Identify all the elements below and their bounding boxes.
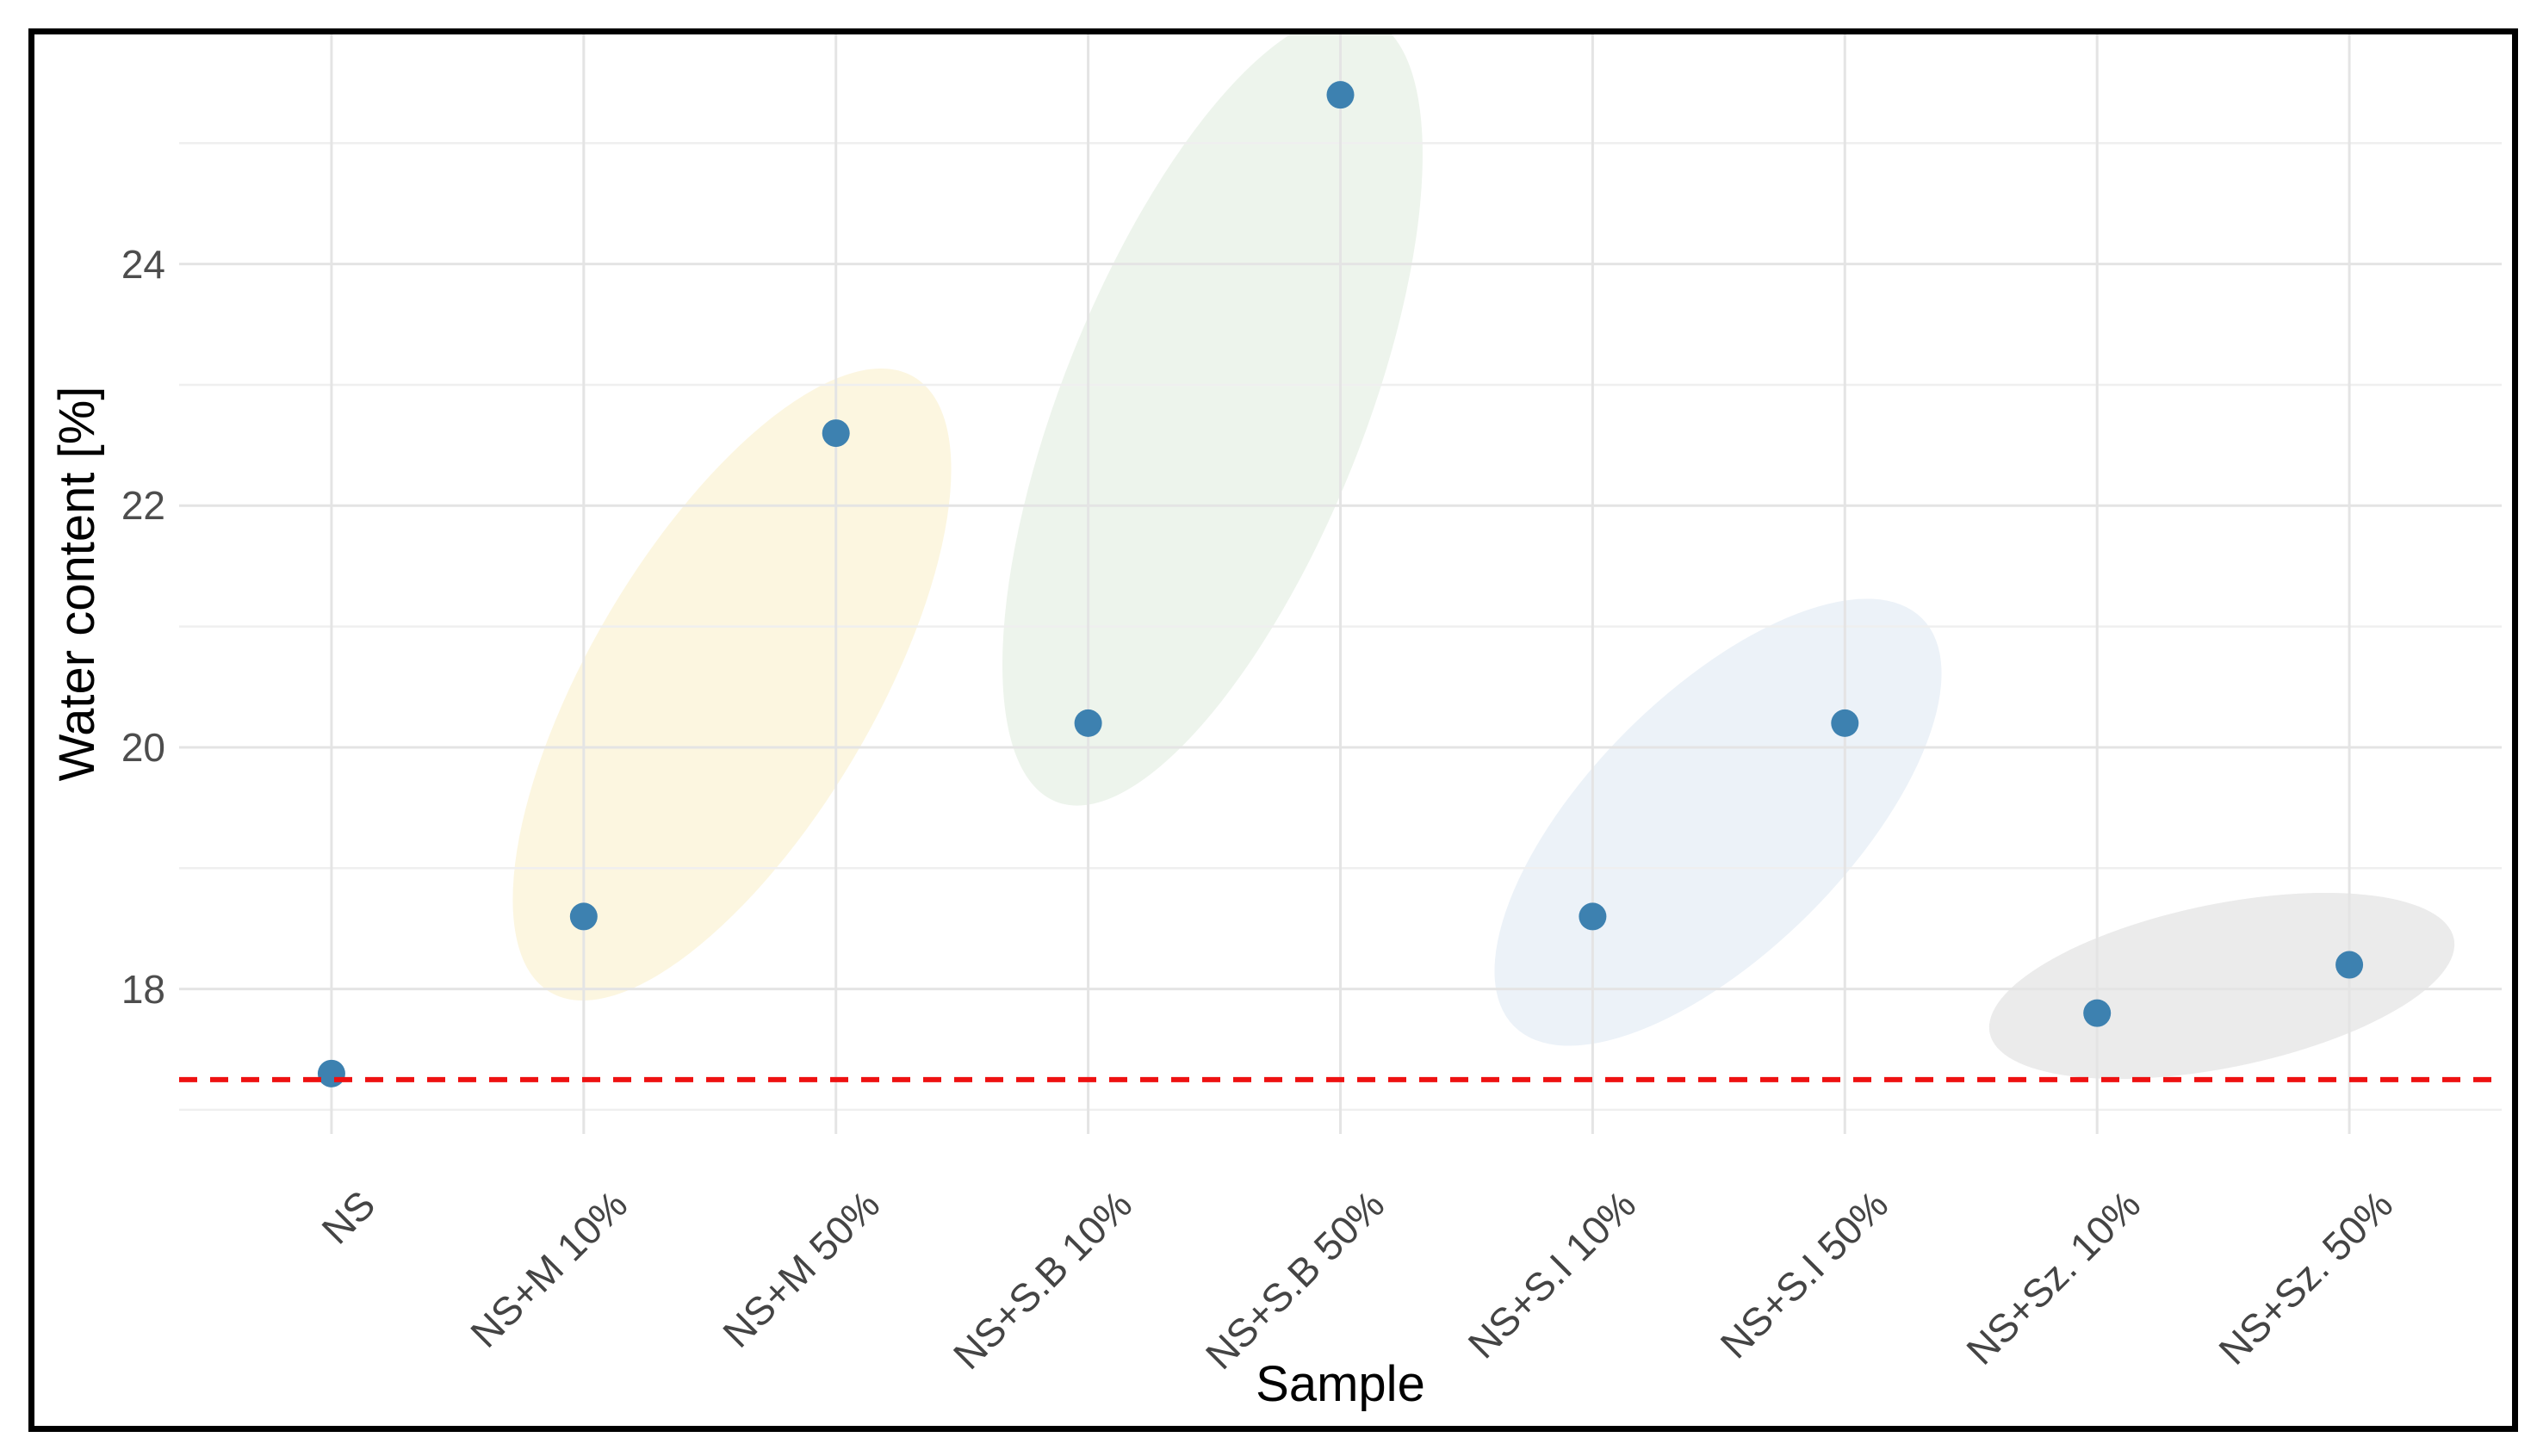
data-point: [822, 419, 850, 448]
data-point: [1074, 709, 1102, 737]
y-tick-label: 24: [121, 241, 165, 287]
data-point: [1579, 902, 1607, 931]
y-axis-title: Water content [%]: [49, 386, 105, 782]
data-point: [569, 902, 598, 931]
x-axis-title: Sample: [1256, 1356, 1425, 1412]
data-point: [1326, 81, 1355, 109]
data-point: [1831, 709, 1859, 737]
y-tick-label: 20: [121, 724, 165, 770]
group-ellipse: [1494, 598, 1942, 1046]
group-ellipse: [1988, 892, 2455, 1080]
data-point: [317, 1059, 345, 1087]
group-ellipse: [512, 369, 952, 1001]
y-tick-label: 22: [121, 483, 165, 529]
data-point: [2335, 951, 2364, 979]
plot-area: [179, 34, 2502, 1134]
group-ellipse: [1002, 34, 1423, 806]
data-point: [2083, 999, 2112, 1027]
y-tick-label: 18: [121, 966, 165, 1012]
